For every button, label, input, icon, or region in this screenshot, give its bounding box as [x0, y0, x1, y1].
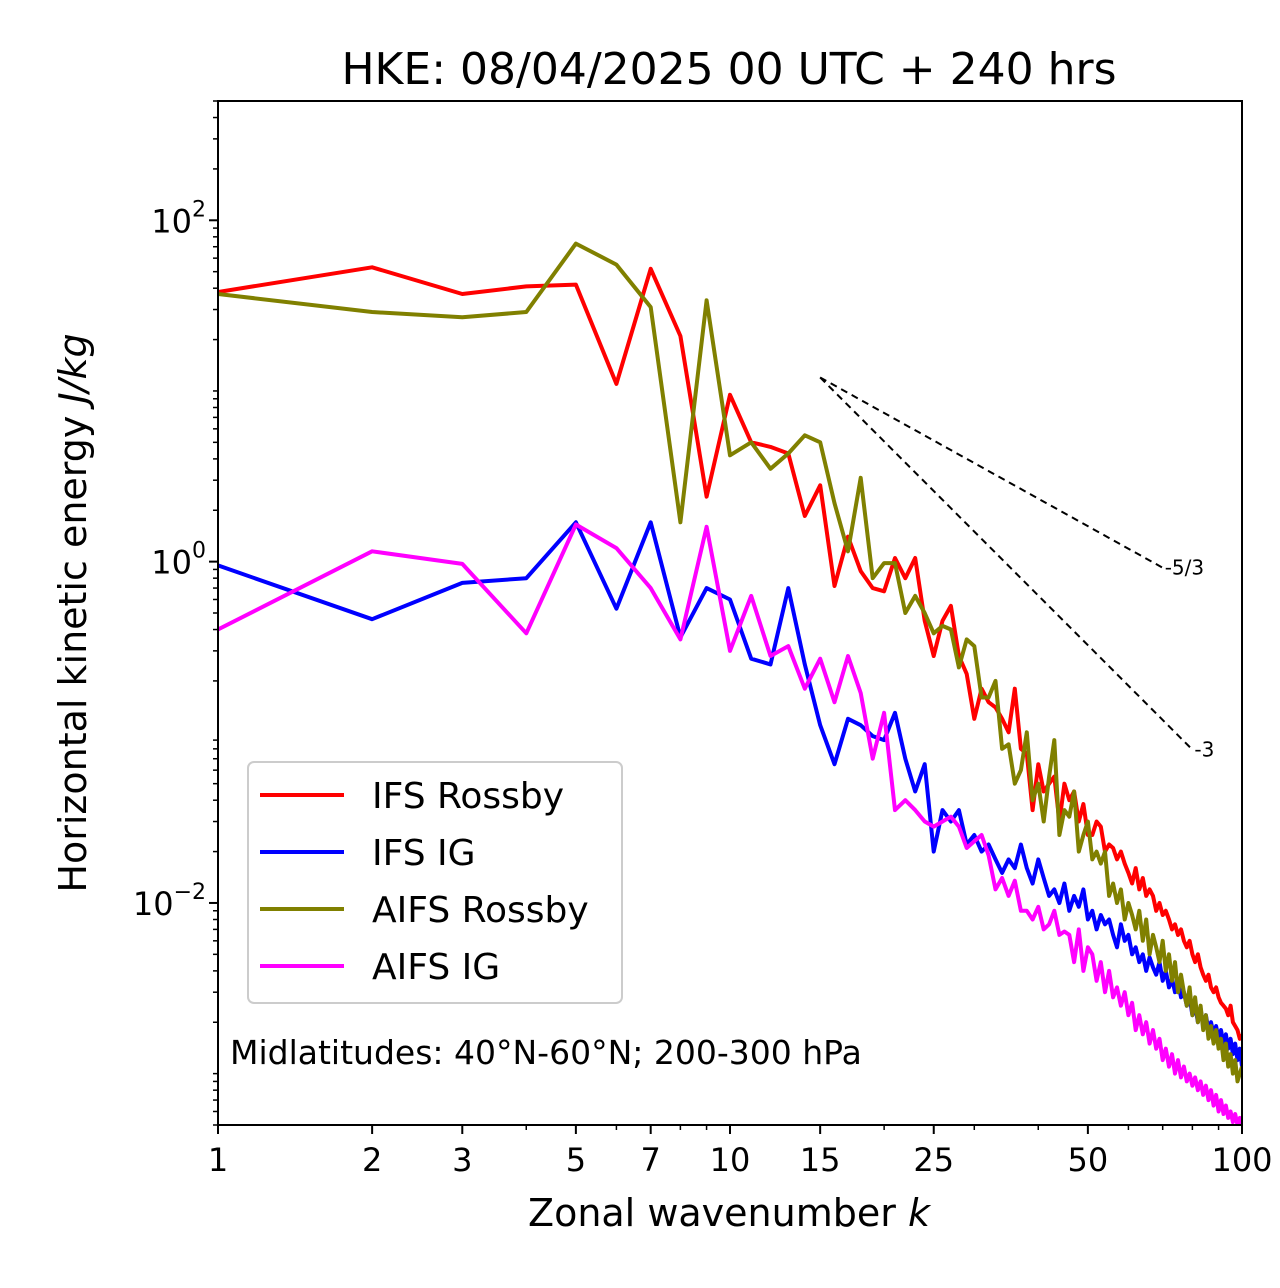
x-tick-label: 50 — [1068, 1141, 1109, 1179]
x-tick-label: 3 — [452, 1141, 472, 1179]
y-tick-label: 102 — [151, 197, 206, 240]
legend-label: IFS Rossby — [372, 776, 564, 817]
legend: IFS Rossby IFS IG AIFS Rossby AIFS IG — [247, 761, 623, 1004]
x-tick-label: 7 — [641, 1141, 661, 1179]
y-axis-ticks: 102 100 10−2 — [133, 100, 218, 1126]
x-axis-ticks: 1 2 3 5 7 10 15 25 50 100 — [208, 1125, 1273, 1179]
x-tick-label: 100 — [1211, 1141, 1272, 1179]
x-axis-label-var: k — [908, 1191, 932, 1235]
y-axis-label-unit: J/kg — [51, 333, 95, 410]
reference-lines — [819, 376, 1194, 751]
x-axis-label: Zonal wavenumber k — [528, 1191, 932, 1235]
series-line — [218, 241, 1242, 1084]
reference-line-label: -3 — [1194, 738, 1214, 762]
series-lines — [218, 241, 1242, 1125]
x-tick-label: 15 — [800, 1141, 841, 1179]
x-tick-label: 25 — [913, 1141, 954, 1179]
x-tick-label: 5 — [566, 1141, 586, 1179]
chart-title: HKE: 08/04/2025 00 UTC + 240 hrs — [341, 44, 1116, 95]
y-axis-label-main: Horizontal kinetic energy — [51, 404, 95, 893]
x-axis-label-main: Zonal wavenumber — [528, 1191, 908, 1235]
reference-line — [819, 376, 1194, 751]
legend-box — [247, 761, 623, 1004]
legend-label: AIFS IG — [372, 947, 500, 988]
region-annotation: Midlatitudes: 40°N-60°N; 200-300 hPa — [230, 1033, 862, 1072]
y-tick-label: 100 — [151, 539, 206, 582]
legend-label: IFS IG — [372, 833, 476, 874]
legend-label: AIFS Rossby — [372, 890, 589, 931]
x-tick-label: 2 — [362, 1141, 382, 1179]
series-line — [218, 522, 1242, 1125]
reference-line — [819, 376, 1164, 569]
reference-line-label: -5/3 — [1165, 556, 1204, 580]
y-tick-label: 10−2 — [133, 880, 206, 923]
reference-line-labels: -5/3 -3 — [1165, 556, 1215, 762]
y-axis-label: Horizontal kinetic energy J/kg — [51, 333, 95, 892]
x-tick-label: 10 — [710, 1141, 751, 1179]
x-tick-label: 1 — [208, 1141, 228, 1179]
legend-items: IFS Rossby IFS IG AIFS Rossby AIFS IG — [260, 776, 589, 988]
